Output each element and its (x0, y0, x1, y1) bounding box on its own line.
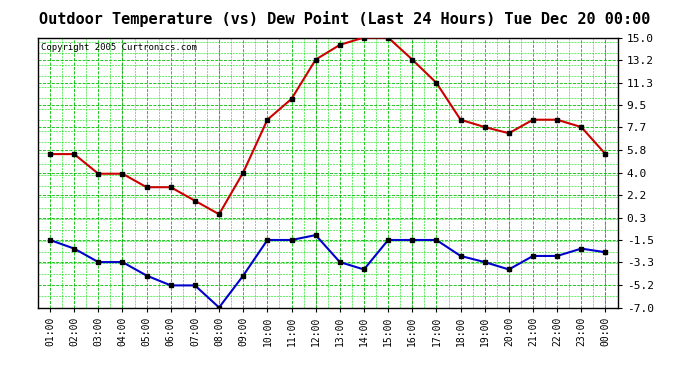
Text: Outdoor Temperature (vs) Dew Point (Last 24 Hours) Tue Dec 20 00:00: Outdoor Temperature (vs) Dew Point (Last… (39, 11, 651, 27)
Text: Copyright 2005 Curtronics.com: Copyright 2005 Curtronics.com (41, 43, 197, 52)
